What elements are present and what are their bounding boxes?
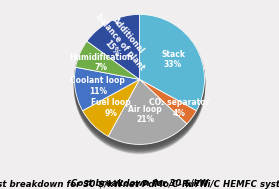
Text: CO₂ separator
4%: CO₂ separator 4% bbox=[149, 98, 209, 118]
Text: Stack
33%: Stack 33% bbox=[161, 50, 185, 69]
Text: Humidification
7%: Humidification 7% bbox=[69, 53, 133, 72]
Circle shape bbox=[74, 24, 205, 154]
Text: Fuel loop
9%: Fuel loop 9% bbox=[91, 98, 131, 118]
Circle shape bbox=[74, 20, 205, 150]
Text: Coolant loop
11%: Coolant loop 11% bbox=[70, 76, 125, 96]
Circle shape bbox=[74, 17, 205, 147]
Circle shape bbox=[74, 18, 205, 148]
Wedge shape bbox=[108, 79, 187, 144]
Circle shape bbox=[74, 15, 205, 145]
Text: Additional
balance of plant
15%: Additional balance of plant 15% bbox=[86, 5, 154, 78]
Wedge shape bbox=[74, 67, 140, 111]
Wedge shape bbox=[76, 41, 140, 79]
Text: Cost breakdown for 30 $/kWnet PdMo/C-Ru7Ni/C HEMFC system: Cost breakdown for 30 $/kWnet PdMo/C-Ru7… bbox=[0, 180, 279, 189]
Circle shape bbox=[74, 17, 205, 147]
Wedge shape bbox=[140, 14, 205, 111]
Circle shape bbox=[74, 16, 205, 146]
Circle shape bbox=[74, 20, 205, 150]
Text: Air loop
21%: Air loop 21% bbox=[128, 105, 162, 124]
Text: Cost breakdown for 30 $/kW: Cost breakdown for 30 $/kW bbox=[71, 178, 208, 187]
Wedge shape bbox=[87, 14, 140, 79]
Wedge shape bbox=[140, 79, 196, 124]
Circle shape bbox=[74, 22, 205, 152]
Circle shape bbox=[74, 21, 205, 151]
Circle shape bbox=[74, 19, 205, 149]
Wedge shape bbox=[83, 79, 140, 136]
Circle shape bbox=[74, 23, 205, 153]
